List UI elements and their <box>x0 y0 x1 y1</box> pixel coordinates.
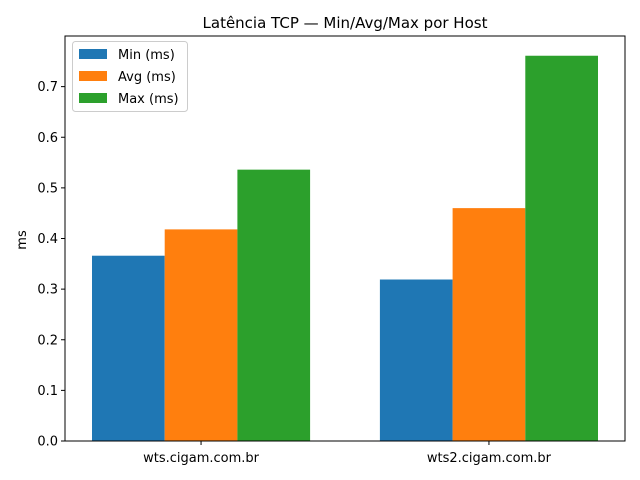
bar-2-0 <box>237 169 311 441</box>
y-axis-label: ms <box>15 230 30 250</box>
y-ticks-group: 0.0 0.1 0.2 0.3 0.4 0.5 0.6 0.7 <box>37 80 65 450</box>
bar-0-1 <box>379 279 453 441</box>
legend-label-1: Avg (ms) <box>118 70 176 85</box>
y-tick-label: 0.2 <box>37 333 58 348</box>
bar-1-0 <box>164 229 238 441</box>
x-tick-label: wts2.cigam.com.br <box>427 451 552 466</box>
bar-2-1 <box>525 55 598 442</box>
y-tick-label: 0.5 <box>37 181 58 196</box>
chart-title: Latência TCP — Min/Avg/Max por Host <box>203 14 488 32</box>
legend-swatch-0 <box>79 49 107 59</box>
legend-swatch-2 <box>79 93 107 103</box>
bar-1-1 <box>452 208 526 441</box>
x-tick-label: wts.cigam.com.br <box>143 451 260 466</box>
legend-label-2: Max (ms) <box>118 92 179 107</box>
y-tick-label: 0.7 <box>37 80 58 95</box>
y-tick-label: 0.1 <box>37 384 58 399</box>
y-tick-label: 0.3 <box>37 283 58 298</box>
y-tick-label: 0.4 <box>37 232 58 247</box>
legend-swatch-1 <box>79 71 107 81</box>
y-tick-label: 0.6 <box>37 131 58 146</box>
legend: Min (ms) Avg (ms) Max (ms) <box>72 41 188 112</box>
y-tick-label: 0.0 <box>37 435 58 450</box>
x-ticks-group: wts.cigam.com.br wts2.cigam.com.br <box>143 441 552 466</box>
bar-0-0 <box>92 255 165 441</box>
bars-group <box>92 55 598 442</box>
plot-frame <box>64 35 626 442</box>
legend-label-0: Min (ms) <box>118 48 175 63</box>
